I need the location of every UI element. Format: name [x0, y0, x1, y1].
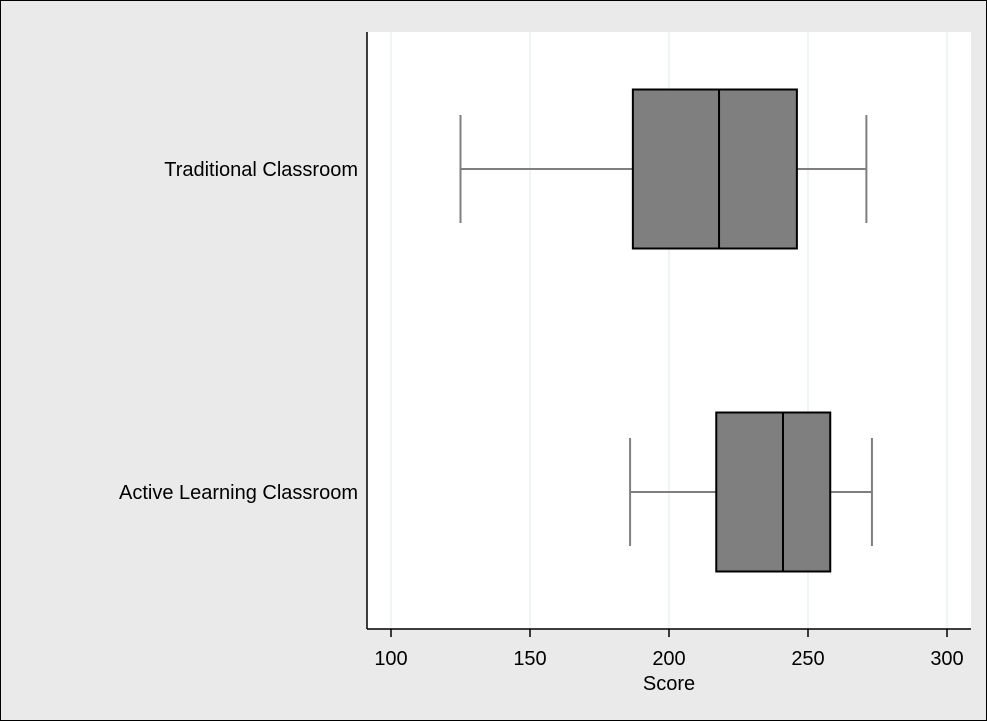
- x-tick-label-100: 100: [374, 648, 407, 670]
- x-tick-label-200: 200: [652, 648, 685, 670]
- boxes: [459, 88, 873, 573]
- category-label: Active Learning Classroom: [119, 482, 358, 504]
- x-axis-label: Score: [643, 673, 695, 695]
- iqr-box: [631, 88, 798, 250]
- category-label: Traditional Classroom: [164, 159, 358, 181]
- x-tick-label-300: 300: [930, 648, 963, 670]
- x-tick-label-250: 250: [791, 648, 824, 670]
- box-active-learning: [629, 411, 873, 573]
- box-traditional: [459, 88, 868, 250]
- x-tick-label-150: 150: [513, 648, 546, 670]
- x-ticks: 100 150 200 250 300: [374, 629, 964, 670]
- iqr-box: [715, 411, 832, 573]
- category-labels: Traditional Classroom Active Learning Cla…: [119, 159, 358, 504]
